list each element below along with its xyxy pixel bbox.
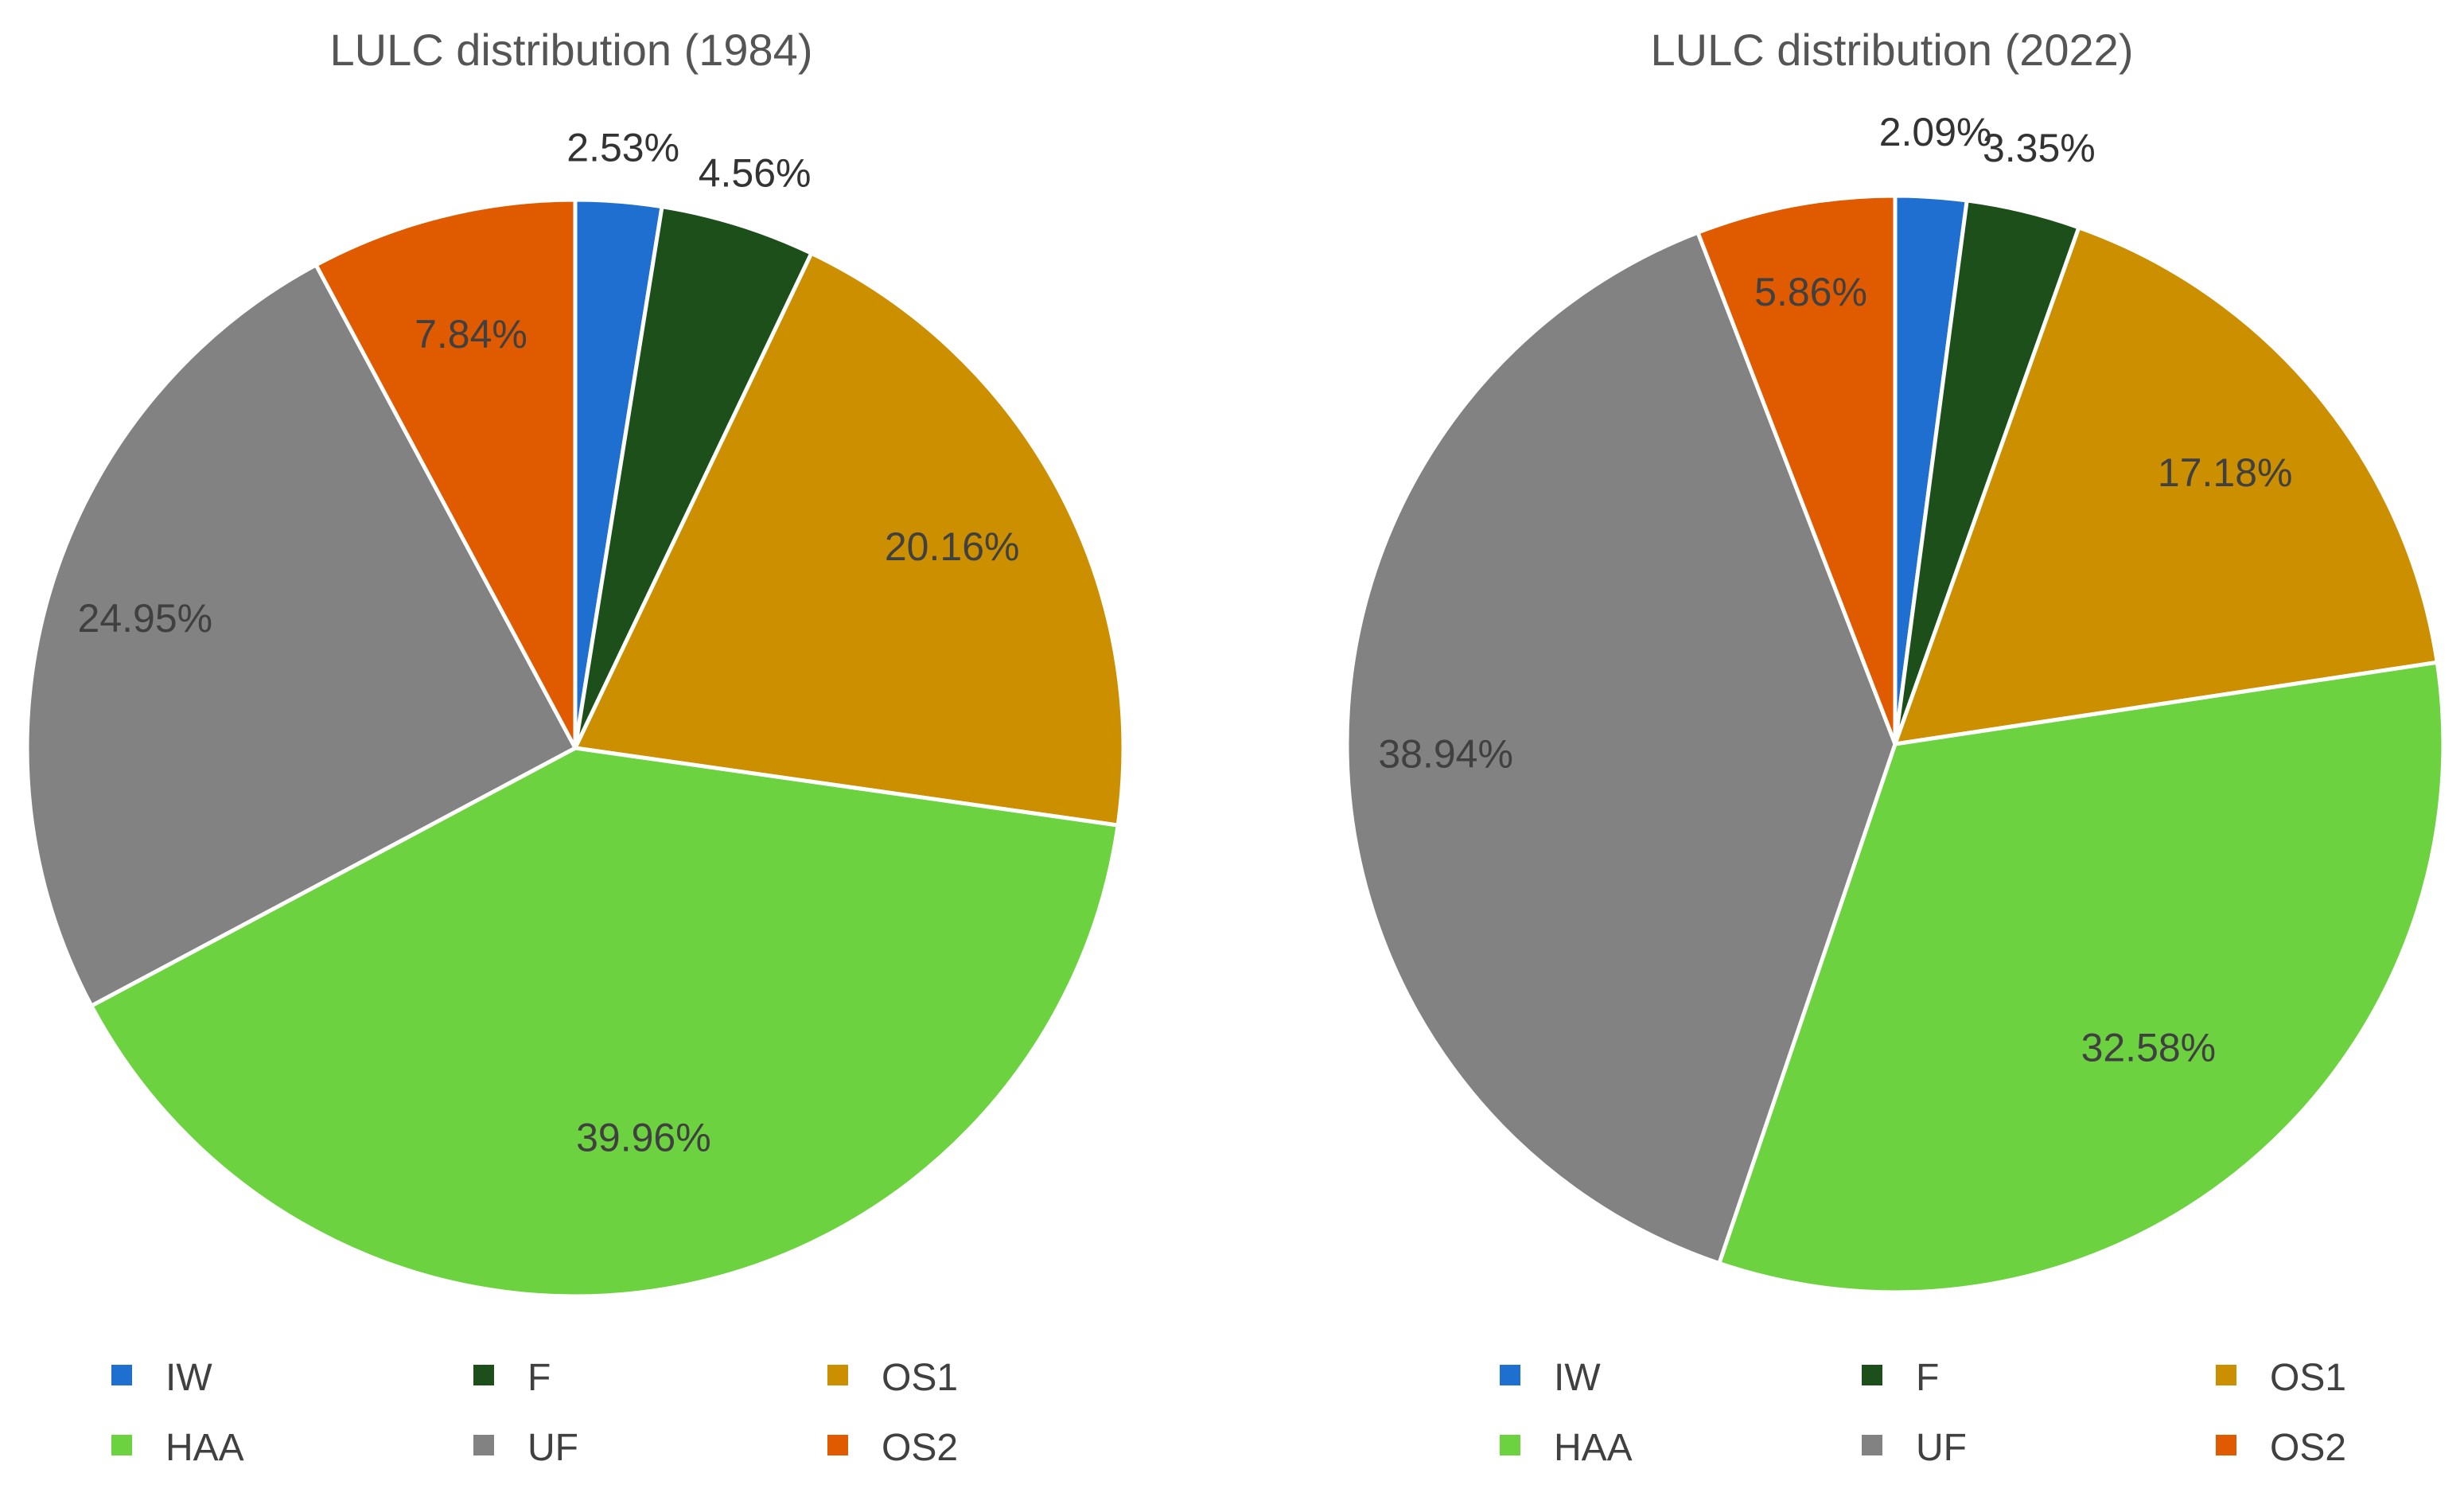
pie-1984: 2.53% 4.56% 20.16% 39.96% 24.95% 7.84% [25, 125, 1126, 1299]
legend-label-1984-uf: UF [527, 1427, 578, 1469]
legend-swatch-1984-iw [111, 1365, 132, 1385]
data-label-1984-iw: 2.53% [566, 125, 679, 170]
data-label-1984-haa: 39.96% [576, 1116, 711, 1160]
data-label-1984-os2: 7.84% [415, 312, 527, 357]
legend-label-1984-os2: OS2 [882, 1427, 958, 1469]
slice-1984-os2 [313, 197, 578, 750]
legend-swatch-1984-os1 [827, 1365, 848, 1385]
data-label-2022-haa: 32.58% [2081, 1025, 2217, 1070]
legend-label-1984-iw: IW [165, 1357, 212, 1399]
legend-label-2022-f: F [1916, 1357, 1939, 1399]
pie-2022: 2.09%3.35% 17.18% 32.58% 38.94% 5.86% [1345, 110, 2446, 1295]
legend-label-2022-os2: OS2 [2270, 1427, 2346, 1469]
slice-1984-os1 [572, 250, 1126, 828]
legend-label-2022-uf: UF [1916, 1427, 1967, 1469]
legend-swatch-1984-os2 [827, 1435, 848, 1455]
data-label-1984-uf: 24.95% [78, 596, 213, 641]
legend-swatch-2022-os2 [2216, 1435, 2236, 1455]
legend-swatch-1984-f [473, 1365, 494, 1385]
legend-label-1984-haa: HAA [165, 1427, 244, 1469]
slice-1984-haa [88, 746, 1120, 1299]
legend-2022: IW F OS1 HAA UF OS2 [1500, 1357, 2346, 1469]
legend-1984: IW F OS1 HAA UF OS2 [111, 1357, 958, 1469]
legend-label-1984-f: F [527, 1357, 551, 1399]
chart-title-1984: LULC distribution (1984) [330, 25, 813, 75]
data-label-2022-iw: 2.09% [1879, 110, 1992, 154]
data-label-2022-os2: 5.86% [1754, 270, 1867, 314]
slice-2022-os1 [1892, 224, 2440, 747]
legend-swatch-2022-os1 [2216, 1365, 2236, 1385]
chart-title-2022: LULC distribution (2022) [1651, 25, 2134, 75]
legend-swatch-2022-haa [1500, 1435, 1520, 1455]
data-label-1984-f: 4.56% [699, 150, 812, 195]
legend-label-2022-os1: OS1 [2270, 1357, 2346, 1399]
data-label-2022-f: 3.35% [1983, 126, 2096, 170]
slice-2022-os2 [1695, 193, 1898, 745]
slice-2022-haa [1716, 660, 2446, 1295]
data-label-2022-os1: 17.18% [2158, 450, 2293, 495]
legend-swatch-2022-iw [1500, 1365, 1520, 1385]
legend-swatch-2022-f [1862, 1365, 1882, 1385]
slice-1984-f [573, 204, 815, 750]
slice-2022-uf [1345, 229, 1898, 1266]
legend-label-2022-haa: HAA [1554, 1427, 1633, 1469]
legend-label-1984-os1: OS1 [882, 1357, 958, 1399]
legend-label-2022-iw: IW [1554, 1357, 1601, 1399]
data-label-1984-os1: 20.16% [885, 524, 1020, 569]
legend-swatch-2022-uf [1862, 1435, 1882, 1455]
legend-swatch-1984-uf [473, 1435, 494, 1455]
legend-swatch-1984-haa [111, 1435, 132, 1455]
slice-1984-uf [25, 262, 578, 1009]
data-label-2022-uf: 38.94% [1378, 732, 1513, 777]
